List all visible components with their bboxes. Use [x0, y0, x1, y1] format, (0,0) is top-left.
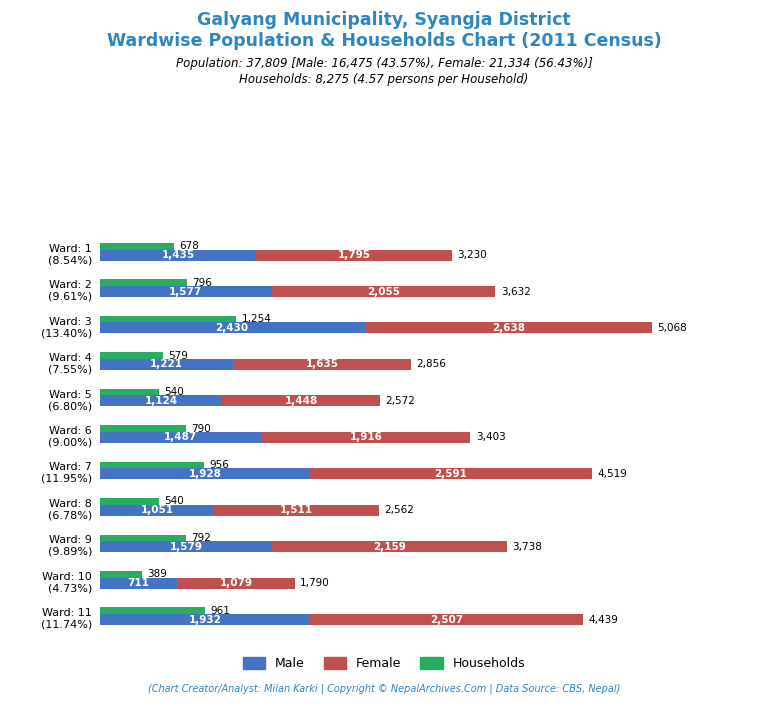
Bar — [100, 425, 186, 432]
Text: 1,221: 1,221 — [150, 359, 183, 369]
Bar — [310, 614, 584, 625]
Text: 2,055: 2,055 — [367, 287, 400, 297]
Bar — [272, 541, 507, 552]
Bar — [100, 359, 233, 370]
Text: 3,632: 3,632 — [501, 287, 531, 297]
Bar — [100, 541, 272, 552]
Bar — [100, 608, 204, 614]
Text: Galyang Municipality, Syangja District: Galyang Municipality, Syangja District — [197, 11, 571, 28]
Text: 961: 961 — [210, 606, 230, 616]
Legend: Male, Female, Households: Male, Female, Households — [237, 652, 531, 675]
Text: 1,051: 1,051 — [141, 506, 174, 515]
Text: 1,435: 1,435 — [161, 250, 194, 260]
Text: 1,577: 1,577 — [169, 287, 202, 297]
Text: 1,635: 1,635 — [306, 359, 339, 369]
Text: 4,519: 4,519 — [598, 469, 627, 479]
Text: 1,579: 1,579 — [169, 542, 202, 552]
Text: 2,591: 2,591 — [435, 469, 468, 479]
Text: 389: 389 — [147, 569, 167, 579]
Text: 678: 678 — [179, 241, 199, 251]
Text: 4,439: 4,439 — [589, 614, 619, 625]
Bar — [100, 432, 262, 443]
Bar — [100, 389, 159, 395]
Text: 3,230: 3,230 — [457, 250, 487, 260]
Text: 1,928: 1,928 — [188, 469, 221, 479]
Text: 579: 579 — [168, 351, 188, 361]
Bar — [365, 322, 652, 334]
Text: 1,124: 1,124 — [144, 396, 177, 406]
Text: 792: 792 — [191, 533, 211, 543]
Text: Households: 8,275 (4.57 persons per Household): Households: 8,275 (4.57 persons per Hous… — [240, 73, 528, 86]
Bar — [100, 316, 237, 322]
Text: 1,790: 1,790 — [300, 578, 330, 588]
Text: 2,562: 2,562 — [384, 506, 414, 515]
Text: 790: 790 — [191, 424, 211, 434]
Bar — [222, 395, 380, 406]
Text: 5,068: 5,068 — [657, 323, 687, 333]
Text: 540: 540 — [164, 496, 184, 506]
Text: 3,738: 3,738 — [512, 542, 542, 552]
Bar — [257, 250, 452, 261]
Bar — [100, 250, 257, 261]
Text: 2,856: 2,856 — [416, 359, 446, 369]
Text: 2,430: 2,430 — [216, 323, 249, 333]
Bar — [272, 286, 495, 297]
Bar — [233, 359, 411, 370]
Bar — [100, 614, 310, 625]
Text: 2,507: 2,507 — [430, 614, 463, 625]
Text: 540: 540 — [164, 387, 184, 397]
Text: (Chart Creator/Analyst: Milan Karki | Copyright © NepalArchives.Com | Data Sourc: (Chart Creator/Analyst: Milan Karki | Co… — [147, 684, 621, 694]
Text: 2,638: 2,638 — [492, 323, 525, 333]
Text: Population: 37,809 [Male: 16,475 (43.57%), Female: 21,334 (56.43%)]: Population: 37,809 [Male: 16,475 (43.57%… — [176, 57, 592, 70]
Text: 711: 711 — [127, 578, 150, 588]
Text: 1,916: 1,916 — [349, 432, 382, 442]
Text: 956: 956 — [210, 460, 230, 470]
Text: 2,159: 2,159 — [373, 542, 406, 552]
Bar — [100, 462, 204, 469]
Text: 1,254: 1,254 — [242, 315, 272, 324]
Bar — [100, 578, 177, 589]
Text: 1,487: 1,487 — [164, 432, 197, 442]
Bar — [100, 571, 142, 578]
Text: 3,403: 3,403 — [476, 432, 505, 442]
Bar — [100, 322, 365, 334]
Bar — [100, 280, 187, 286]
Bar — [100, 395, 222, 406]
Bar — [100, 469, 310, 479]
Text: 1,079: 1,079 — [220, 578, 253, 588]
Bar — [100, 505, 214, 515]
Bar — [310, 469, 592, 479]
Text: 1,511: 1,511 — [280, 506, 313, 515]
Bar — [100, 286, 272, 297]
Bar — [100, 498, 159, 505]
Text: 796: 796 — [192, 278, 212, 288]
Bar — [177, 578, 295, 589]
Text: 1,795: 1,795 — [337, 250, 370, 260]
Bar — [100, 352, 163, 359]
Text: 2,572: 2,572 — [386, 396, 415, 406]
Bar — [214, 505, 379, 515]
Text: Wardwise Population & Households Chart (2011 Census): Wardwise Population & Households Chart (… — [107, 32, 661, 50]
Bar — [100, 243, 174, 250]
Bar — [262, 432, 471, 443]
Text: 1,448: 1,448 — [284, 396, 318, 406]
Bar — [100, 535, 186, 541]
Text: 1,932: 1,932 — [189, 614, 221, 625]
